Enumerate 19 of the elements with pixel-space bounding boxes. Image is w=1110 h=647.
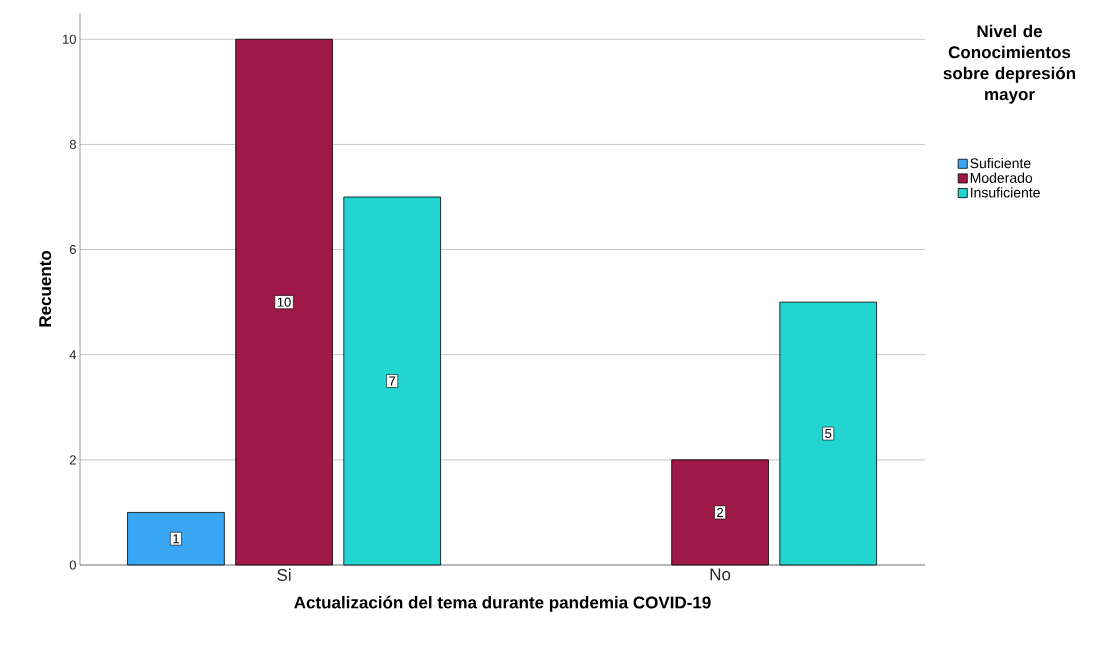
y-axis-title: Recuento <box>39 250 52 327</box>
data-label: 5 <box>825 429 832 439</box>
y-tick-label: 10 <box>63 34 76 44</box>
data-label: 7 <box>389 376 396 386</box>
legend-label: Insuficiente <box>970 187 1040 198</box>
y-tick-label: 8 <box>69 139 76 150</box>
x-tick-label: No <box>710 568 731 581</box>
y-tick-label: 0 <box>69 560 76 570</box>
legend-title: Nivel de Conocimientos sobre depresión mayor <box>943 24 1076 104</box>
legend-label: Moderado <box>970 172 1033 183</box>
y-tick-label: 2 <box>69 455 76 465</box>
data-label: 10 <box>277 297 291 307</box>
data-label: 1 <box>173 534 179 544</box>
x-tick-label: Si <box>277 568 291 582</box>
y-tick-label: 6 <box>69 244 76 255</box>
x-axis-title: Actualización del tema durante pandemia COVID-19 <box>294 595 711 612</box>
legend-label: Suficiente <box>970 157 1031 169</box>
data-label: 2 <box>717 507 724 517</box>
y-tick-label: 4 <box>69 350 77 360</box>
